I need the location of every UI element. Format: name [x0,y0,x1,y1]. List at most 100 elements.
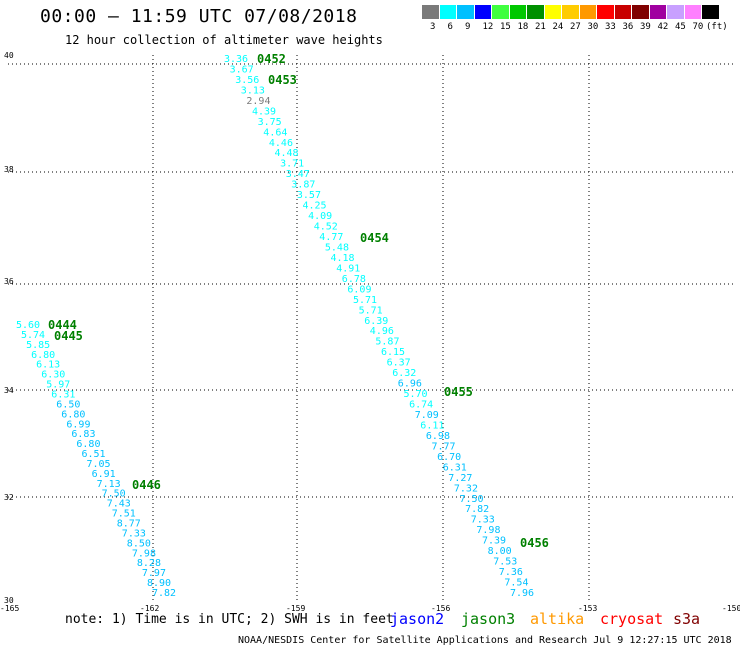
color-swatch [579,5,597,19]
wave-height-value: 7.53 [493,557,517,568]
wave-height-value: 6.13 [36,360,60,371]
wave-height-value: 8.77 [117,519,141,530]
color-scale-label: 39 [640,22,651,32]
color-scale-label: 6 [447,22,453,32]
wave-height-value: 5.74 [21,330,45,341]
wave-height-value: 3.87 [291,180,315,191]
wave-height-value: 6.32 [392,368,416,379]
wave-height-value: 7.27 [448,473,472,484]
wave-height-value: 6.50 [56,399,80,410]
wave-height-value: 4.96 [370,326,394,337]
latitude-label: 30 [4,596,14,605]
color-scale-label: 45 [675,22,686,32]
wave-height-value: 6.70 [437,452,461,463]
axis-labels: 40 38 36 34 32 30-165 -162 -159 -156 -153 -150 [0,51,740,613]
wave-height-value: 2.94 [246,96,270,107]
color-scale-label: 27 [570,22,581,32]
wave-height-value: 6.98 [426,431,450,442]
satellite-legend-item: jason3 [461,610,516,628]
wave-height-value: 8.00 [488,546,512,557]
wave-height-value: 7.51 [112,509,136,520]
pass-label: 0453 [268,73,297,87]
longitude-label: -156 [431,604,450,613]
color-swatch [492,5,510,19]
wave-height-value: 3.67 [230,65,254,76]
wave-height-value: 6.80 [31,350,55,361]
wave-height-value: 7.82 [465,504,489,515]
pass-label: 0446 [132,478,161,492]
wave-height-value: 6.51 [82,449,106,460]
color-scale-label: 15 [500,22,511,32]
wave-height-value: 4.91 [336,263,360,274]
wave-height-value: 7.09 [415,410,439,421]
wave-height-value: 5.85 [26,340,50,351]
color-scale-label: (ft) [706,22,728,32]
wave-height-value: 7.96 [510,588,534,599]
satellite-legend-item: jason2 [390,610,445,628]
wave-height-value: 6.31 [51,390,75,401]
wave-height-value: 7.98 [132,548,156,559]
wave-height-value: 6.80 [76,439,100,450]
wave-height-value: 4.18 [331,253,355,264]
altimeter-tracks: 3.363.673.563.132.944.393.754.644.464.48… [16,54,534,599]
wave-height-value: 6.78 [342,274,366,285]
satellite-legend-item: altika [530,610,585,628]
color-scale-label: 12 [482,22,494,32]
color-swatch [509,5,527,19]
wave-height-value: 7.98 [476,525,500,536]
satellite-legend-item: s3a [673,610,701,628]
wave-height-value: 3.57 [297,190,321,201]
wave-height-value: 3.36 [224,54,248,65]
wave-height-value: 5.97 [46,380,70,391]
wave-height-value: 6.99 [66,419,90,430]
color-swatch [422,5,440,19]
pass-label: 0452 [257,52,286,66]
wave-height-value: 6.31 [443,462,467,473]
pass-label: 0456 [520,536,549,550]
wave-height-value: 4.39 [252,106,276,117]
longitude-label: -159 [286,604,305,613]
wave-height-value: 4.09 [308,211,332,222]
wave-height-value: 3.47 [286,169,310,180]
color-swatch [457,5,475,19]
wave-height-value: 4.46 [269,138,293,149]
wave-height-value: 3.71 [280,159,304,170]
wave-height-value: 5.71 [353,295,377,306]
wave-height-value: 6.96 [398,379,422,390]
wave-height-value: 4.52 [314,222,338,233]
grid-lines [8,55,735,603]
latitude-label: 34 [4,386,14,395]
color-scale-label: 33 [605,22,616,32]
color-swatch [527,5,545,19]
satellite-legend-item: cryosat [600,610,664,628]
color-scale-label: 18 [517,22,529,32]
wave-height-value: 6.39 [364,316,388,327]
wave-height-value: 6.37 [387,358,411,369]
map-title: 00:00 – 11:59 UTC 07/08/2018 [40,6,358,27]
wave-height-value: 4.77 [319,232,343,243]
color-swatch [614,5,632,19]
wave-height-value: 6.80 [61,409,85,420]
wave-height-value: 5.60 [16,320,40,331]
color-scale-label: 24 [552,22,564,32]
wave-height-value: 6.09 [347,284,371,295]
wave-height-value: 6.30 [41,370,65,381]
wave-height-value: 4.25 [303,201,327,212]
pass-label: 0455 [444,385,473,399]
wave-height-value: 7.43 [107,499,131,510]
wave-height-value: 8.50 [127,538,151,549]
wave-height-value: 7.54 [504,578,528,589]
wave-height-value: 7.50 [102,489,126,500]
wave-height-value: 8.90 [147,578,171,589]
footnote: note: 1) Time is in UTC; 2) SWH is in fe… [65,612,394,627]
wave-height-value: 6.74 [409,400,433,411]
color-swatch [544,5,562,19]
color-swatch [632,5,650,19]
color-swatch [702,5,720,19]
color-scale-label: 30 [587,22,599,32]
pass-label: 0444 [48,318,77,332]
wave-height-value: 3.56 [235,75,259,86]
wave-height-value: 7.36 [499,567,523,578]
latitude-label: 38 [4,165,14,174]
